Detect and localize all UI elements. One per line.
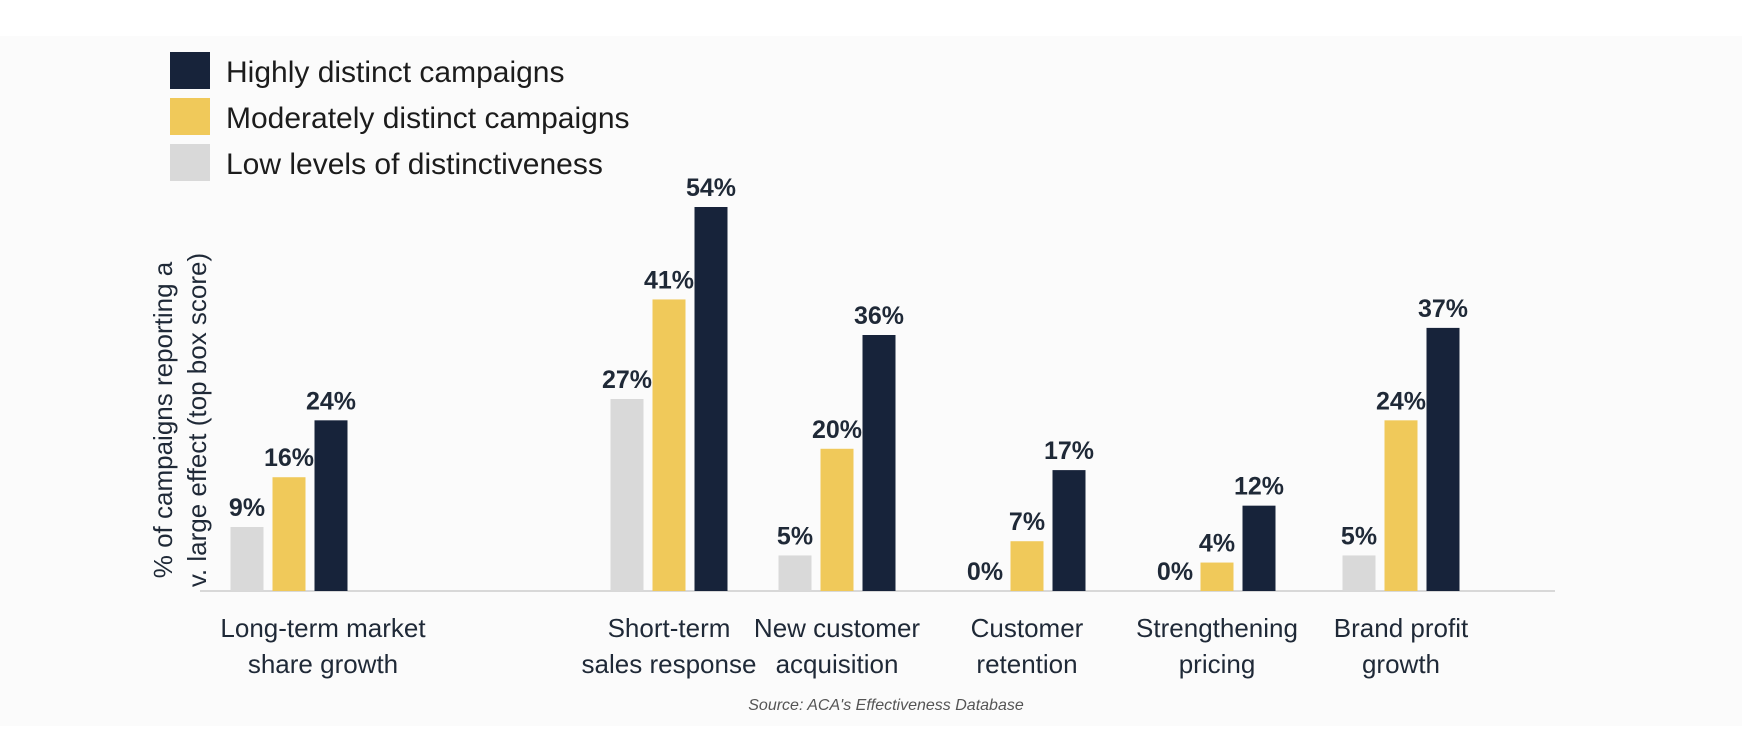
bar-brand-profit-growth-highly-distinct-campaigns [1426, 327, 1460, 591]
legend-label-low-levels-of-distinctiveness: Low levels of distinctiveness [226, 148, 603, 181]
bar-brand-profit-growth-moderately-distinct-campaigns [1384, 420, 1418, 591]
value-label-brand-profit-growth-moderately-distinct-campaigns: 24% [1376, 387, 1426, 415]
category-label-long-term-market-share-growth-line-1: Long-term market [220, 613, 426, 643]
value-label-short-term-sales-response-low-levels-of-distinctiveness: 27% [602, 366, 652, 394]
category-label-customer-retention-line-1: Customer [971, 613, 1084, 643]
legend: Highly distinct campaigns Moderately dist… [170, 52, 630, 181]
category-label-new-customer-acquisition-line-2: acquisition [776, 649, 899, 679]
legend-swatch-low-levels-of-distinctiveness [170, 144, 210, 181]
bar-customer-retention-moderately-distinct-campaigns [1010, 541, 1044, 591]
value-labels: 9%16%24%27%41%54%5%20%36%0%7%17%0%4%12%5… [229, 174, 1468, 586]
legend-swatch-moderately-distinct-campaigns [170, 98, 210, 135]
value-label-strengthening-pricing-moderately-distinct-campaigns: 4% [1199, 530, 1235, 558]
bar-customer-retention-highly-distinct-campaigns [1052, 470, 1086, 591]
bar-strengthening-pricing-moderately-distinct-campaigns [1200, 562, 1234, 591]
source-note: Source: ACA's Effectiveness Database [748, 697, 1024, 714]
category-label-new-customer-acquisition-line-1: New customer [754, 613, 920, 643]
bars [230, 207, 1460, 591]
value-label-brand-profit-growth-highly-distinct-campaigns: 37% [1418, 295, 1468, 323]
bar-strengthening-pricing-highly-distinct-campaigns [1242, 505, 1276, 591]
value-label-short-term-sales-response-moderately-distinct-campaigns: 41% [644, 266, 694, 294]
value-label-new-customer-acquisition-moderately-distinct-campaigns: 20% [812, 416, 862, 444]
legend-label-highly-distinct-campaigns: Highly distinct campaigns [226, 56, 564, 89]
y-axis-label-line-1: % of campaigns reporting a [148, 261, 178, 578]
value-label-new-customer-acquisition-highly-distinct-campaigns: 36% [854, 302, 904, 330]
value-label-customer-retention-highly-distinct-campaigns: 17% [1044, 437, 1094, 465]
y-axis-label-line-2: v. large effect (top box score) [182, 253, 212, 587]
bar-long-term-market-share-growth-low-levels-of-distinctiveness [230, 527, 264, 591]
value-label-long-term-market-share-growth-moderately-distinct-campaigns: 16% [264, 444, 314, 472]
category-label-short-term-sales-response-line-2: sales response [582, 649, 757, 679]
category-label-strengthening-pricing-line-1: Strengthening [1136, 613, 1298, 643]
value-label-new-customer-acquisition-low-levels-of-distinctiveness: 5% [777, 522, 813, 550]
bar-long-term-market-share-growth-moderately-distinct-campaigns [272, 477, 306, 591]
value-label-long-term-market-share-growth-low-levels-of-distinctiveness: 9% [229, 494, 265, 522]
bar-short-term-sales-response-low-levels-of-distinctiveness [610, 399, 644, 591]
category-label-brand-profit-growth-line-2: growth [1362, 649, 1440, 679]
bar-new-customer-acquisition-low-levels-of-distinctiveness [778, 555, 812, 591]
category-label-customer-retention-line-2: retention [976, 649, 1077, 679]
legend-swatch-highly-distinct-campaigns [170, 52, 210, 89]
category-label-strengthening-pricing-line-2: pricing [1179, 649, 1256, 679]
bar-long-term-market-share-growth-highly-distinct-campaigns [314, 420, 348, 591]
value-label-short-term-sales-response-highly-distinct-campaigns: 54% [686, 174, 736, 202]
bar-short-term-sales-response-moderately-distinct-campaigns [652, 299, 686, 591]
value-label-customer-retention-moderately-distinct-campaigns: 7% [1009, 508, 1045, 536]
bar-new-customer-acquisition-highly-distinct-campaigns [862, 335, 896, 591]
bar-brand-profit-growth-low-levels-of-distinctiveness [1342, 555, 1376, 591]
value-label-customer-retention-low-levels-of-distinctiveness: 0% [967, 558, 1003, 586]
bar-short-term-sales-response-highly-distinct-campaigns [694, 207, 728, 591]
category-label-short-term-sales-response-line-1: Short-term [608, 613, 731, 643]
category-label-long-term-market-share-growth-line-2: share growth [248, 649, 398, 679]
value-label-strengthening-pricing-low-levels-of-distinctiveness: 0% [1157, 558, 1193, 586]
legend-label-moderately-distinct-campaigns: Moderately distinct campaigns [226, 102, 630, 135]
bar-new-customer-acquisition-moderately-distinct-campaigns [820, 448, 854, 591]
category-label-brand-profit-growth-line-1: Brand profit [1334, 613, 1469, 643]
value-label-long-term-market-share-growth-highly-distinct-campaigns: 24% [306, 387, 356, 415]
value-label-strengthening-pricing-highly-distinct-campaigns: 12% [1234, 473, 1284, 501]
category-labels: Long-term market share growth Short-term sa… [220, 613, 1469, 679]
y-axis-label: % of campaigns reporting a v. large effe… [148, 253, 212, 587]
value-label-brand-profit-growth-low-levels-of-distinctiveness: 5% [1341, 522, 1377, 550]
